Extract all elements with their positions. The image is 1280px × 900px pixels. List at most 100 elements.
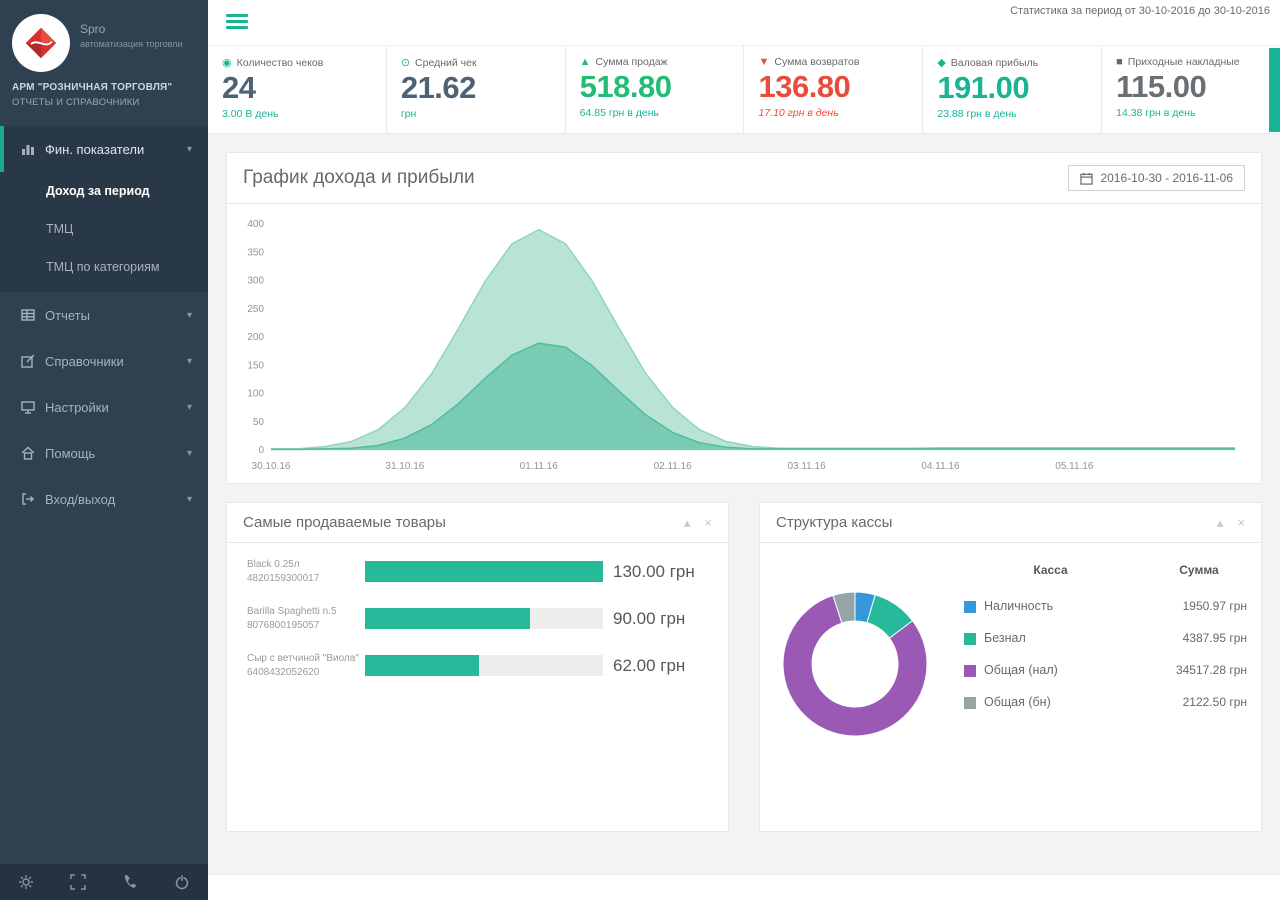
stat-value: 518.80 [579, 69, 672, 104]
stat-sub: 17.10 грн в день [758, 107, 839, 119]
close-icon[interactable]: × [1237, 514, 1245, 530]
svg-text:05.11.16: 05.11.16 [1055, 461, 1094, 472]
invoices-icon: ■ [1116, 56, 1123, 68]
sidebar-item-reports: Отчеты ▾ [0, 292, 208, 338]
sales-up-icon: ▲ [579, 56, 591, 68]
fullscreen-icon[interactable] [69, 873, 87, 891]
cash-label: Безнал [984, 631, 1026, 645]
submenu-item-tmc[interactable]: ТМЦ [46, 222, 74, 236]
svg-text:100: 100 [247, 389, 264, 400]
svg-text:30.10.16: 30.10.16 [252, 461, 291, 472]
sidebar-link-settings[interactable]: Настройки ▾ [0, 384, 208, 430]
donut-chart-svg [782, 591, 928, 737]
stat-card-average-check: ⊙ Средний чек 21.62 грн [387, 46, 566, 133]
income-profit-chart-panel: График дохода и прибыли 2016-10-30 - 201… [226, 152, 1262, 484]
sidebar-link-directories[interactable]: Справочники ▾ [0, 338, 208, 384]
date-range-picker[interactable]: 2016-10-30 - 2016-11-06 [1068, 165, 1245, 191]
cash-label: Общая (нал) [984, 663, 1058, 677]
product-barcode: 6408432052620 [247, 667, 320, 678]
brand-name: Spro [80, 22, 106, 36]
chevron-down-icon: ▾ [186, 309, 192, 321]
svg-text:150: 150 [247, 360, 264, 371]
submenu-fin-indicators: Доход за период ТМЦ ТМЦ по категориям [0, 172, 208, 292]
brand-app-subtitle: ОТЧЕТЫ И СПРАВОЧНИКИ [12, 97, 140, 108]
product-barcode: 8076800195057 [247, 620, 320, 631]
sidebar-link-login-logout[interactable]: Вход/выход ▾ [0, 476, 208, 522]
product-bar-track [365, 608, 603, 629]
submenu-item-tmc-categories[interactable]: ТМЦ по категориям [46, 260, 160, 274]
sidebar-item-login-logout: Вход/выход ▾ [0, 476, 208, 522]
top-products-title: Самые продаваемые товары [243, 514, 446, 531]
phone-icon[interactable] [121, 873, 139, 891]
chevron-down-icon: ▾ [186, 355, 192, 367]
collapse-icon[interactable]: ▴ [683, 514, 691, 530]
theme-config-toggle[interactable] [1269, 48, 1280, 132]
cash-col-summa: Сумма [1179, 563, 1219, 577]
cash-label: Общая (бн) [984, 695, 1051, 709]
cash-row-total-cashless: Общая (бн) 2122.50 грн [950, 695, 1247, 709]
svg-text:400: 400 [247, 219, 264, 230]
cash-label: Наличность [984, 599, 1054, 613]
edit-icon [21, 354, 35, 368]
chevron-down-icon: ▾ [186, 401, 192, 413]
product-row: Сыр с ветчиной "Виола" 6408432052620 62.… [247, 653, 708, 678]
product-bar-fill [365, 655, 479, 676]
collapse-icon[interactable]: ▴ [1216, 514, 1224, 530]
product-barcode: 4820159300017 [247, 573, 320, 584]
chart-panel-title: График дохода и прибыли [243, 167, 475, 188]
product-value: 90.00 грн [613, 608, 686, 628]
legend-swatch [964, 601, 976, 613]
product-row: Black 0.25л 4820159300017 130.00 грн [247, 559, 708, 584]
product-bar-track [365, 561, 603, 582]
statistics-period-text: Статистика за период от 30-10-2016 до 30… [1010, 5, 1270, 17]
product-bar-track [365, 655, 603, 676]
bar-chart-icon [22, 145, 34, 155]
sidebar-item-label: Помощь [45, 445, 96, 461]
area-chart-svg: 0 50 100 150 200 250 300 350 400 30.10.16 31.10.16… [247, 219, 1235, 472]
product-value: 62.00 грн [613, 655, 686, 675]
area-chart: 0 50 100 150 200 250 300 350 400 30.10.16 31.10.16… [227, 204, 1261, 483]
cash-structure-title: Структура кассы [776, 514, 893, 531]
sidebar-item-label: Фин. показатели [45, 141, 145, 157]
menu-toggle-icon[interactable] [226, 14, 248, 32]
stat-card-returns-sum: ▼ Сумма возвратов 136.80 17.10 грн в день [744, 46, 924, 133]
sidebar-link-fin-indicators[interactable]: Фин. показатели ▾ [0, 126, 208, 172]
stat-value: 191.00 [937, 70, 1030, 105]
profit-icon: ◆ [937, 57, 946, 69]
target-icon: ⊙ [400, 57, 411, 69]
brand-logo [12, 14, 70, 72]
legend-swatch [964, 665, 976, 677]
product-bar-fill [365, 561, 603, 582]
basket-icon: ◉ [222, 57, 232, 69]
stats-row: ◉ Количество чеков 24 3.00 В день ⊙ Средни… [208, 46, 1280, 134]
svg-text:250: 250 [247, 304, 264, 315]
stat-sub: 3.00 В день [222, 108, 279, 120]
submenu-item-income-period[interactable]: Доход за период [46, 184, 150, 198]
stat-value: 136.80 [758, 69, 851, 104]
stat-label: Валовая прибыль [950, 56, 1039, 69]
close-icon[interactable]: × [704, 514, 712, 530]
top-navbar: Статистика за период от 30-10-2016 до 30… [208, 0, 1280, 46]
cash-amount: 2122.50 грн [1182, 695, 1247, 709]
cash-structure-panel: Структура кассы ▴ × Касса [759, 502, 1262, 832]
table-icon [21, 309, 35, 321]
sidebar-link-reports[interactable]: Отчеты ▾ [0, 292, 208, 338]
stat-label: Средний чек [415, 56, 477, 69]
stat-card-sales-sum: ▲ Сумма продаж 518.80 64.85 грн в день [566, 46, 745, 133]
sidebar-nav: Фин. показатели ▾ Доход за период ТМЦ ТМ… [0, 126, 208, 522]
page-footer [208, 874, 1280, 900]
sidebar-link-help[interactable]: Помощь ▾ [0, 430, 208, 476]
stat-sub: 23.88 грн в день [937, 108, 1017, 120]
sidebar-item-fin-indicators: Фин. показатели ▾ Доход за период ТМЦ ТМ… [0, 126, 208, 292]
gear-icon[interactable] [17, 873, 35, 891]
chevron-down-icon: ▾ [186, 493, 192, 505]
svg-text:50: 50 [253, 417, 265, 428]
svg-text:31.10.16: 31.10.16 [385, 461, 424, 472]
home-icon [21, 446, 35, 460]
power-icon[interactable] [173, 873, 191, 891]
legend-swatch [964, 697, 976, 709]
stat-value: 21.62 [400, 70, 477, 105]
content-area: График дохода и прибыли 2016-10-30 - 201… [208, 134, 1280, 864]
sidebar-item-label: Отчеты [45, 307, 90, 323]
stat-sub: 14.38 грн в день [1116, 107, 1196, 119]
